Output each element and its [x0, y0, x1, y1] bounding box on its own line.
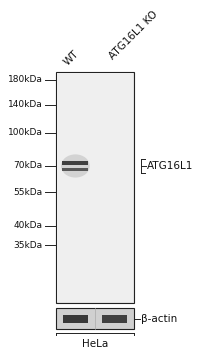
Text: 40kDa: 40kDa	[14, 221, 43, 230]
Text: 70kDa: 70kDa	[14, 161, 43, 170]
Text: β-actin: β-actin	[141, 314, 177, 324]
Text: 55kDa: 55kDa	[14, 188, 43, 197]
Bar	[63, 315, 88, 323]
Text: WT: WT	[62, 49, 81, 68]
Bar	[102, 315, 127, 323]
Text: 100kDa: 100kDa	[8, 128, 43, 137]
FancyBboxPatch shape	[56, 71, 134, 303]
Text: ATG16L1: ATG16L1	[147, 161, 193, 171]
Text: 180kDa: 180kDa	[8, 75, 43, 84]
Ellipse shape	[61, 154, 90, 177]
Bar	[62, 161, 88, 164]
Bar	[62, 168, 88, 171]
Text: 35kDa: 35kDa	[14, 241, 43, 250]
Text: HeLa: HeLa	[82, 339, 108, 349]
Text: ATG16L1 KO: ATG16L1 KO	[107, 9, 160, 62]
Bar	[57, 73, 133, 302]
Bar	[56, 308, 134, 329]
Text: 140kDa: 140kDa	[8, 100, 43, 109]
